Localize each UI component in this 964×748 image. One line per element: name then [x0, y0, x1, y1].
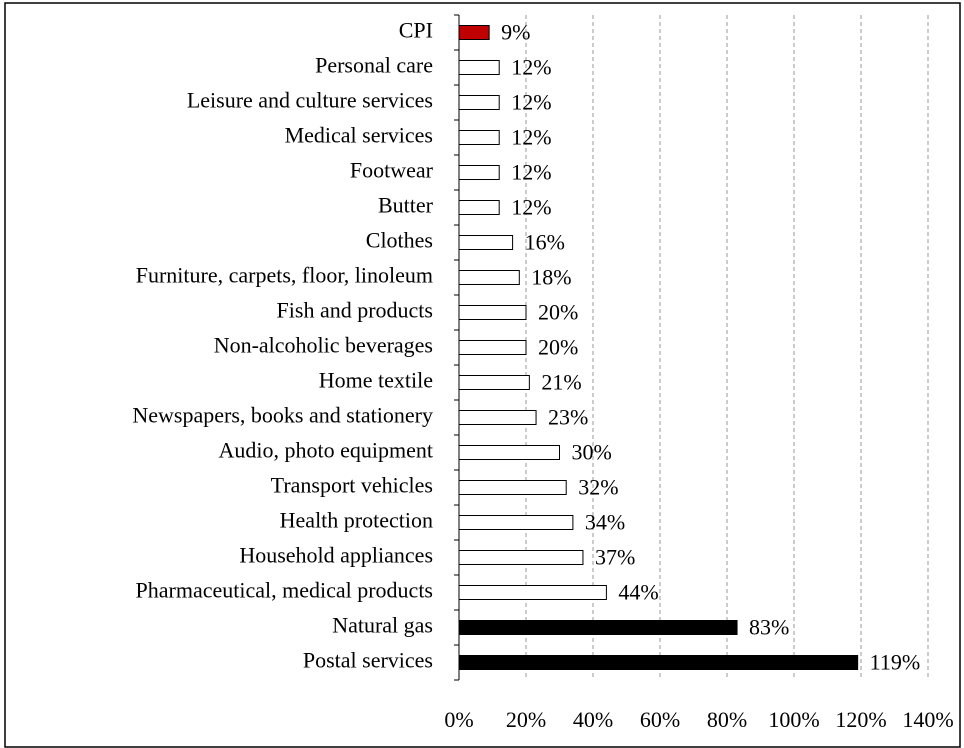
value-label: 37%	[595, 545, 635, 570]
value-label: 12%	[511, 160, 551, 185]
bar	[458, 60, 500, 75]
value-label: 18%	[531, 265, 571, 290]
y-tick-label: Home textile	[319, 368, 433, 393]
value-label: 20%	[538, 335, 578, 360]
value-label: 21%	[541, 370, 581, 395]
value-label: 20%	[538, 300, 578, 325]
value-label: 44%	[618, 580, 658, 605]
bar	[458, 340, 527, 355]
y-tick-label: Leisure and culture services	[187, 88, 433, 113]
bar	[458, 480, 567, 495]
bar	[458, 270, 520, 285]
value-label: 30%	[572, 440, 612, 465]
x-tick-label: 120%	[835, 707, 886, 732]
bar	[458, 585, 607, 600]
value-label: 16%	[525, 230, 565, 255]
bar	[458, 620, 738, 635]
y-tick-label: Audio, photo equipment	[219, 438, 433, 463]
value-label: 34%	[585, 510, 625, 535]
y-tick-label: Transport vehicles	[271, 473, 433, 498]
bar	[458, 375, 530, 390]
y-tick-label: Newspapers, books and stationery	[132, 403, 433, 428]
x-tick-label: 140%	[902, 707, 953, 732]
value-label: 83%	[749, 615, 789, 640]
bar	[458, 550, 584, 565]
bar	[458, 410, 537, 425]
value-label: 32%	[578, 475, 618, 500]
y-tick-label: Personal care	[315, 53, 433, 78]
bar	[458, 515, 574, 530]
y-tick-label: Clothes	[366, 228, 433, 253]
y-tick-label: Footwear	[350, 158, 434, 183]
value-label: 12%	[511, 55, 551, 80]
x-tick-label: 20%	[506, 707, 546, 732]
y-tick-label: CPI	[399, 18, 433, 43]
value-label: 23%	[548, 405, 588, 430]
value-label: 12%	[511, 195, 551, 220]
y-tick-label: Health protection	[280, 508, 433, 533]
y-tick-label: Fish and products	[277, 298, 433, 323]
value-label: 9%	[501, 20, 530, 45]
bar	[458, 25, 490, 40]
bar	[458, 130, 500, 145]
value-label: 12%	[511, 90, 551, 115]
y-tick-label: Pharmaceutical, medical products	[136, 578, 434, 603]
x-tick-label: 100%	[768, 707, 819, 732]
chart-frame	[4, 2, 961, 748]
bar	[458, 445, 560, 460]
bar	[458, 305, 527, 320]
x-tick-label: 60%	[640, 707, 680, 732]
bar	[458, 235, 514, 250]
bar	[458, 165, 500, 180]
bar	[458, 95, 500, 110]
x-tick-label: 80%	[707, 707, 747, 732]
y-tick-label: Postal services	[303, 648, 433, 673]
y-tick-label: Non-alcoholic beverages	[214, 333, 433, 358]
y-tick-label: Medical services	[285, 123, 433, 148]
y-tick-label: Natural gas	[332, 613, 433, 638]
x-tick-label: 40%	[573, 707, 613, 732]
bar	[458, 200, 500, 215]
y-tick-label: Household appliances	[239, 543, 433, 568]
value-label: 12%	[511, 125, 551, 150]
bar	[458, 655, 859, 670]
y-tick-label: Furniture, carpets, floor, linoleum	[136, 263, 433, 288]
value-label: 119%	[870, 650, 921, 675]
x-tick-label: 0%	[444, 707, 473, 732]
y-tick-label: Butter	[378, 193, 434, 218]
